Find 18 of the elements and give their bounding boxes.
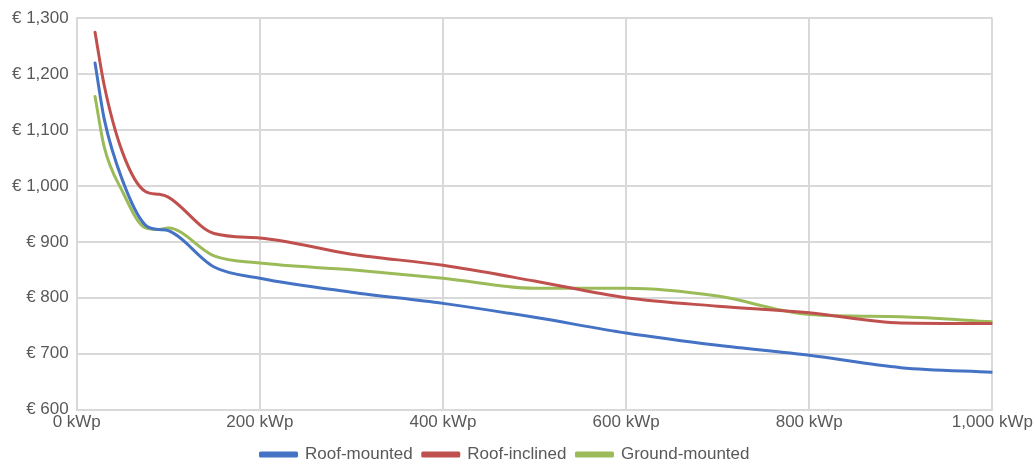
y-tick-label: € 900 [26, 231, 69, 251]
y-tick-label: € 1,100 [11, 119, 69, 139]
line-series [93, 94, 993, 324]
x-tick-label: 200 kWp [226, 412, 294, 432]
x-tick-label: 800 kWp [775, 412, 843, 432]
legend-label: Roof-mounted [305, 444, 413, 464]
x-tick-label: 1,000 kWp [951, 412, 1033, 432]
y-tick-label: € 800 [26, 287, 69, 307]
y-tick-label: € 1,300 [11, 7, 69, 27]
y-tick-label: € 700 [26, 343, 69, 363]
line-series [93, 30, 993, 325]
y-tick-label: € 1,000 [11, 175, 69, 195]
legend-label: Ground-mounted [620, 444, 750, 464]
x-tick-label: 600 kWp [592, 412, 660, 432]
y-tick-label: € 1,200 [11, 63, 69, 83]
legend-label: Roof-inclined [467, 444, 567, 464]
x-tick-label: 400 kWp [409, 412, 477, 432]
line-series [93, 61, 993, 374]
